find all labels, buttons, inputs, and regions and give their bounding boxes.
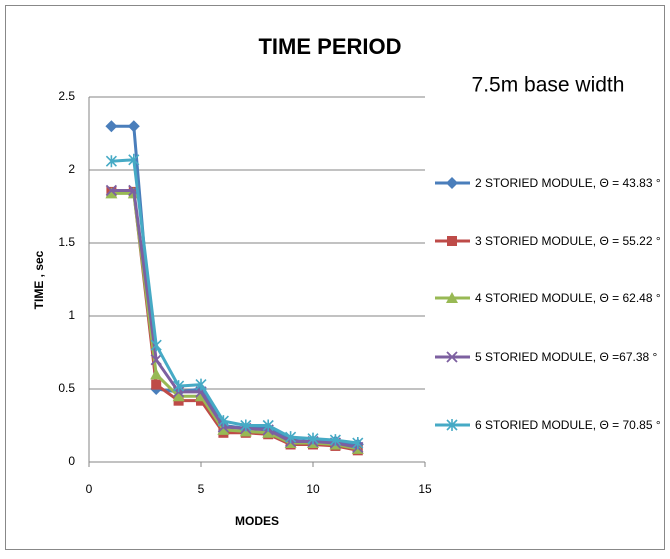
marker — [262, 426, 275, 438]
marker — [150, 339, 162, 352]
legend-label: 6 STORIED MODULE, Θ = 70.85 ° — [475, 418, 661, 432]
marker — [240, 419, 252, 432]
marker — [150, 354, 162, 366]
marker — [172, 390, 185, 402]
marker — [446, 419, 458, 431]
series-line — [111, 158, 358, 445]
x-axis-label: MODES — [235, 514, 279, 528]
y-axis-label: TIME , sec — [32, 250, 46, 309]
marker — [447, 236, 457, 246]
marker — [127, 120, 140, 133]
y-tick-label: 2.5 — [58, 89, 75, 103]
marker — [195, 378, 207, 391]
marker — [446, 292, 458, 303]
marker — [150, 368, 163, 380]
y-tick-label: 2 — [68, 162, 75, 176]
chart-title: TIME PERIOD — [258, 34, 401, 59]
marker — [446, 177, 458, 189]
x-tick-label: 5 — [198, 482, 205, 496]
marker — [151, 379, 162, 390]
marker — [105, 155, 117, 168]
annotation: 7.5m base width — [472, 74, 625, 97]
y-tick-label: 0 — [68, 454, 75, 468]
marker — [217, 415, 229, 428]
x-tick-label: 10 — [306, 482, 320, 496]
marker — [352, 437, 364, 450]
marker — [307, 432, 319, 445]
marker — [105, 184, 118, 197]
marker — [262, 419, 274, 432]
marker — [128, 153, 140, 166]
marker — [446, 351, 458, 363]
marker — [217, 423, 230, 435]
marker — [329, 434, 341, 447]
legend-label: 3 STORIED MODULE, Θ = 55.22 ° — [475, 234, 661, 248]
legend-label: 5 STORIED MODULE, Θ =67.38 ° — [475, 350, 658, 364]
x-tick-label: 15 — [418, 482, 432, 496]
y-tick-label: 0.5 — [58, 381, 75, 395]
x-tick-label: 0 — [86, 482, 93, 496]
marker — [173, 380, 185, 393]
marker — [105, 187, 118, 199]
y-tick-label: 1 — [68, 308, 75, 322]
chart-border — [5, 5, 665, 550]
marker — [105, 120, 118, 133]
marker — [285, 431, 297, 444]
legend-label: 2 STORIED MODULE, Θ = 43.83 ° — [475, 176, 661, 190]
legend-label: 4 STORIED MODULE, Θ = 62.48 ° — [475, 291, 661, 305]
y-tick-label: 1.5 — [58, 235, 75, 249]
